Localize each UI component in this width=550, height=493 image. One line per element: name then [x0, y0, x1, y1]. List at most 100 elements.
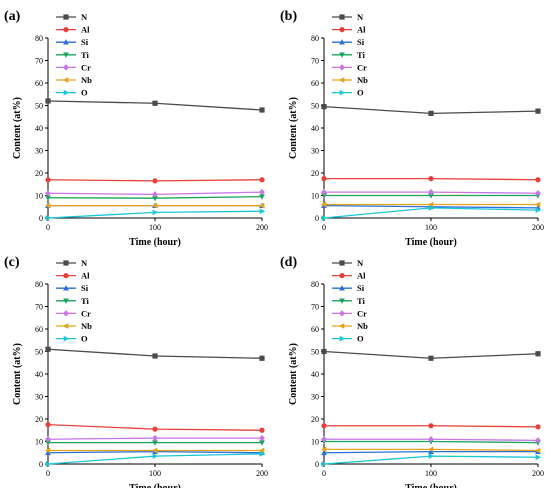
- y-tick-label: 0: [39, 460, 43, 469]
- y-tick-label: 0: [315, 214, 319, 223]
- chart-panel: (b) 0 10 20 30 40 50 60 70 80 0 100 200 Time (hour) Co…: [280, 9, 544, 248]
- legend-label-cr: Cr: [357, 62, 367, 72]
- data-point-n: [152, 353, 158, 359]
- legend-marker-n: [63, 260, 69, 266]
- legend-marker-cr: [339, 64, 345, 71]
- legend-marker-cr: [63, 64, 69, 71]
- data-point-cr: [259, 434, 265, 442]
- legend-label-nb: Nb: [81, 75, 92, 85]
- legend-marker-cr: [63, 310, 69, 317]
- data-point-nb: [258, 202, 265, 209]
- data-point-ti: [259, 194, 265, 200]
- x-tick-label: 200: [256, 223, 268, 232]
- x-tick-label: 0: [322, 469, 326, 478]
- legend-marker-ti: [63, 52, 69, 58]
- legend-marker-nb: [338, 77, 345, 83]
- legend-label-nb: Nb: [357, 321, 368, 331]
- y-tick-label: 40: [311, 124, 319, 133]
- data-point-o: [259, 451, 266, 457]
- data-point-nb: [44, 447, 51, 454]
- data-point-o: [45, 461, 52, 467]
- data-point-nb: [427, 201, 434, 208]
- x-tick-label: 100: [425, 469, 437, 478]
- data-point-cr: [259, 188, 265, 196]
- data-point-al: [45, 422, 51, 428]
- y-tick-label: 50: [35, 102, 43, 111]
- legend-label-cr: Cr: [81, 308, 91, 318]
- data-point-nb: [258, 447, 265, 454]
- y-tick-label: 50: [311, 348, 319, 357]
- legend-label-cr: Cr: [357, 308, 367, 318]
- legend-marker-ti: [339, 52, 345, 58]
- data-point-cr: [45, 190, 51, 197]
- legend-marker-al: [339, 273, 345, 279]
- data-point-o: [428, 453, 435, 459]
- data-point-ti: [45, 195, 51, 201]
- y-tick-label: 80: [311, 34, 319, 43]
- x-tick-label: 200: [256, 469, 268, 478]
- data-point-n: [535, 108, 541, 114]
- data-point-o: [535, 454, 542, 461]
- y-axis-title: Content (at%): [288, 97, 299, 159]
- y-tick-label: 30: [311, 393, 319, 402]
- x-tick-label: 100: [149, 223, 161, 232]
- legend-marker-o: [339, 335, 346, 342]
- panel-label: (c): [4, 255, 20, 270]
- data-point-cr: [535, 437, 541, 444]
- y-tick-label: 60: [35, 79, 43, 88]
- legend-label-n: N: [81, 12, 88, 22]
- legend-marker-o: [63, 335, 70, 342]
- x-axis-title: Time (hour): [405, 483, 457, 488]
- data-point-si: [45, 449, 51, 456]
- y-tick-label: 60: [35, 325, 43, 334]
- data-point-al: [321, 423, 327, 429]
- data-point-nb: [151, 202, 158, 209]
- legend-label-al: Al: [357, 271, 366, 281]
- legend-marker-al: [339, 27, 345, 33]
- y-tick-label: 70: [35, 303, 43, 312]
- data-point-cr: [321, 436, 327, 443]
- data-point-nb: [151, 447, 158, 454]
- data-point-al: [45, 177, 51, 183]
- y-tick-label: 10: [311, 192, 319, 201]
- legend-marker-n: [63, 14, 69, 20]
- y-tick-label: 60: [311, 325, 319, 334]
- legend-label-ti: Ti: [81, 50, 90, 60]
- data-point-o: [152, 453, 159, 459]
- data-point-cr: [152, 434, 158, 442]
- legend-label-n: N: [357, 258, 364, 268]
- legend-label-si: Si: [81, 283, 89, 293]
- y-tick-label: 80: [311, 280, 319, 289]
- legend-label-al: Al: [357, 25, 366, 35]
- y-tick-label: 60: [311, 79, 319, 88]
- data-point-o: [535, 207, 542, 213]
- y-tick-label: 20: [311, 415, 319, 424]
- legend-marker-si: [63, 285, 69, 291]
- legend-label-o: O: [81, 88, 88, 98]
- data-point-cr: [535, 190, 541, 197]
- legend-marker-si: [339, 39, 345, 45]
- x-tick-label: 200: [532, 469, 544, 478]
- data-point-n: [259, 107, 265, 113]
- legend-marker-al: [63, 273, 69, 279]
- data-point-nb: [534, 201, 541, 208]
- x-axis-title: Time (hour): [405, 237, 457, 248]
- data-point-ti: [259, 440, 265, 446]
- legend-marker-nb: [338, 323, 345, 329]
- data-point-al: [428, 423, 434, 429]
- data-point-n: [428, 355, 434, 361]
- legend-label-o: O: [357, 334, 364, 344]
- y-tick-label: 40: [35, 370, 43, 379]
- x-tick-label: 0: [46, 223, 50, 232]
- legend-label-o: O: [357, 88, 364, 98]
- legend-label-o: O: [81, 334, 88, 344]
- data-point-cr: [428, 188, 434, 196]
- y-axis-title: Content (at%): [12, 97, 23, 159]
- legend-label-si: Si: [357, 283, 365, 293]
- data-point-al: [259, 427, 265, 433]
- chart-panel: (c) 0 10 20 30 40 50 60 70 80 0 100 200 Time (hour) Co…: [4, 255, 268, 493]
- y-tick-label: 10: [311, 438, 319, 447]
- data-point-n: [152, 100, 158, 106]
- x-tick-label: 200: [532, 223, 544, 232]
- legend-label-n: N: [81, 258, 88, 268]
